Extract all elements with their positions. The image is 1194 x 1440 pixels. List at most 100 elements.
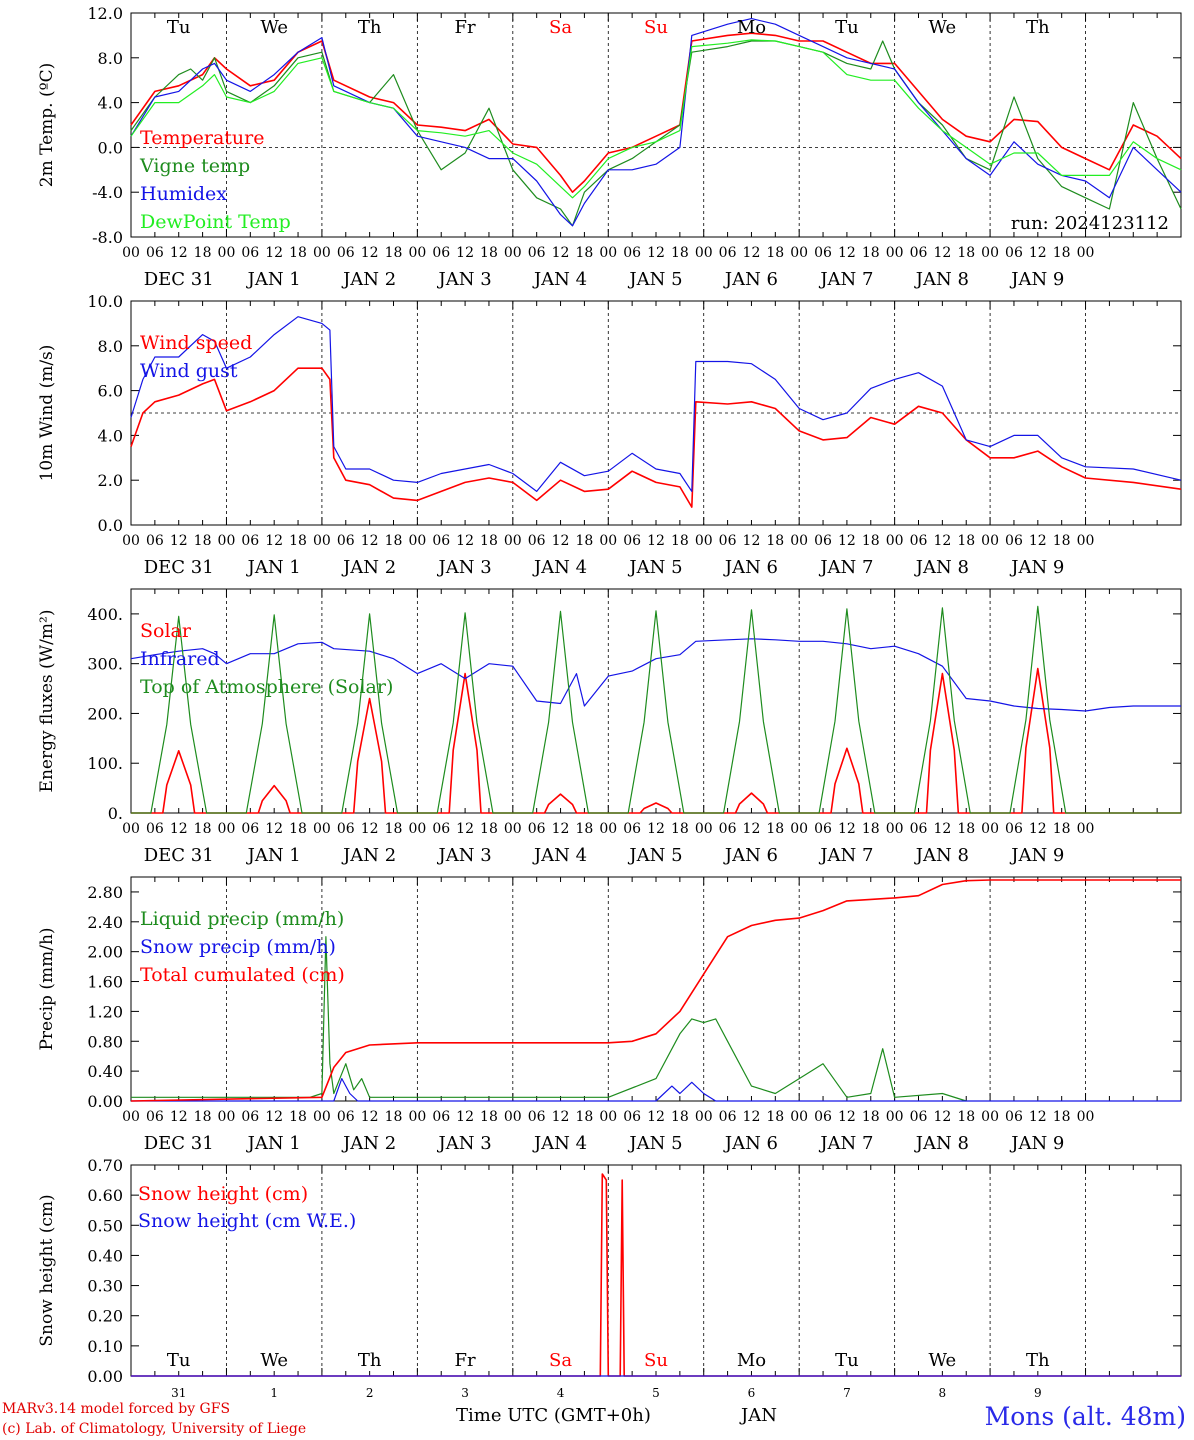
legend-liquid-precip-mm-h: Liquid precip (mm/h): [140, 908, 344, 930]
hour-tick-label: 00: [504, 533, 522, 549]
panel-2m-temperature: -8.0 -4.0 0.0 4.0 8.0 12.0 2m Temp. (ºC) Temper…: [37, 4, 1182, 290]
hour-tick-label: 18: [1053, 1109, 1071, 1125]
hour-tick-label: 00: [981, 245, 999, 261]
legend-dewpoint-temp: DewPoint Temp: [140, 211, 291, 233]
day-number-label: 9: [1034, 1386, 1042, 1400]
y-tick-label: 2.00: [87, 943, 123, 962]
y-axis-title: Energy fluxes (W/m²): [37, 610, 57, 793]
weekday-label: We: [260, 1350, 288, 1371]
date-label: JAN 4: [532, 557, 587, 578]
date-label: JAN 1: [246, 557, 301, 578]
date-label: DEC 31: [144, 269, 214, 290]
hour-tick-label: 06: [528, 245, 546, 261]
hour-tick-label: 18: [289, 821, 307, 837]
date-label: JAN 2: [341, 557, 396, 578]
hour-tick-label: 00: [504, 1109, 522, 1125]
date-label: JAN 6: [723, 557, 778, 578]
weekday-label: Su: [644, 1350, 668, 1371]
hour-tick-label: 06: [241, 245, 259, 261]
hour-tick-label: 12: [647, 1109, 665, 1125]
hour-tick-label: 06: [337, 821, 355, 837]
date-label: JAN 6: [723, 269, 778, 290]
date-label: JAN 6: [723, 1133, 778, 1154]
y-tick-label: 100.: [87, 754, 123, 773]
hour-tick-label: 06: [432, 245, 450, 261]
day-number-label: 4: [557, 1386, 565, 1400]
hour-tick-label: 06: [1005, 245, 1023, 261]
hour-tick-label: 18: [957, 245, 975, 261]
y-tick-label: 1.20: [87, 1002, 123, 1021]
hour-tick-label: 18: [385, 1109, 403, 1125]
hour-tick-label: 18: [575, 533, 593, 549]
hour-tick-label: 06: [910, 533, 928, 549]
hour-tick-label: 12: [170, 1109, 188, 1125]
y-tick-label: 0.80: [87, 1032, 123, 1051]
day-number-label: 7: [843, 1386, 851, 1400]
hour-tick-label: 18: [385, 245, 403, 261]
hour-tick-label: 00: [886, 533, 904, 549]
y-tick-label: 0.40: [87, 1062, 123, 1081]
legend-vigne-temp: Vigne temp: [139, 155, 250, 177]
panel-snow-height: 0.00 0.10 0.20 0.30 0.40 0.50 0.60 0.70 Snow hei…: [37, 1156, 1182, 1400]
hour-tick-label: 12: [170, 533, 188, 549]
hour-tick-label: 00: [313, 533, 331, 549]
date-label: JAN 5: [627, 269, 682, 290]
hour-tick-label: 12: [647, 533, 665, 549]
hour-tick-label: 12: [456, 245, 474, 261]
hour-tick-label: 12: [1029, 821, 1047, 837]
hour-tick-label: 12: [743, 245, 761, 261]
y-tick-label: 2.80: [87, 883, 123, 902]
plot-frame: [130, 12, 1182, 238]
hour-tick-label: 18: [862, 821, 880, 837]
hour-tick-label: 18: [862, 245, 880, 261]
y-tick-label: 1.60: [87, 973, 123, 992]
y-tick-label: 6.0: [98, 382, 123, 401]
hour-tick-label: 12: [1029, 245, 1047, 261]
series-line-top-of-atmosphere-solar: [131, 605, 1181, 814]
date-label: JAN 7: [818, 269, 873, 290]
hour-tick-label: 06: [146, 245, 164, 261]
y-tick-label: 300.: [87, 655, 123, 674]
weekday-label: Mo: [737, 17, 766, 38]
series-line-total-cumulated-cm: [130, 879, 1181, 1102]
hour-tick-label: 18: [671, 1109, 689, 1125]
hour-tick-label: 12: [933, 821, 951, 837]
hour-tick-label: 12: [456, 821, 474, 837]
weekday-label: Tu: [167, 17, 191, 38]
date-label: JAN 4: [532, 845, 587, 866]
legend-temperature: Temperature: [140, 127, 264, 149]
hour-tick-label: 12: [743, 821, 761, 837]
hour-tick-label: 12: [170, 245, 188, 261]
hour-tick-label: 18: [766, 533, 784, 549]
panel-10m-wind: 0.0 2.0 4.0 6.0 8.0 10.0 10m Wind (m/s) Wind sp…: [37, 292, 1182, 578]
y-tick-label: 0.10: [87, 1337, 123, 1356]
lab-credit: (c) Lab. of Climatology, University of L…: [2, 1421, 307, 1437]
hour-tick-label: 06: [910, 821, 928, 837]
hour-tick-label: 00: [599, 245, 617, 261]
date-label: DEC 31: [144, 557, 214, 578]
y-axis-title: Snow height (cm): [37, 1194, 57, 1346]
hour-tick-label: 06: [910, 1109, 928, 1125]
hour-tick-label: 18: [194, 245, 212, 261]
weekday-label: We: [260, 17, 288, 38]
legend-wind-gust: Wind gust: [140, 360, 238, 382]
date-label: JAN 4: [532, 1133, 587, 1154]
hour-tick-label: 12: [265, 821, 283, 837]
hour-tick-label: 00: [1077, 245, 1095, 261]
y-tick-label: 400.: [87, 605, 123, 624]
series-line-humidex: [130, 18, 1182, 227]
y-axis-title: 10m Wind (m/s): [37, 345, 57, 482]
hour-tick-label: 00: [122, 1109, 140, 1125]
weekday-label: Tu: [835, 1350, 859, 1371]
date-label: JAN 5: [627, 1133, 682, 1154]
date-label: JAN 9: [1009, 557, 1064, 578]
day-number-label: 1: [270, 1386, 278, 1400]
hour-tick-label: 00: [313, 245, 331, 261]
hour-tick-label: 18: [480, 821, 498, 837]
date-label: JAN 8: [914, 557, 969, 578]
hour-tick-label: 18: [194, 821, 212, 837]
hour-tick-label: 06: [241, 1109, 259, 1125]
hour-tick-label: 06: [528, 821, 546, 837]
y-tick-label: 2.0: [98, 471, 123, 490]
date-label: JAN 6: [723, 845, 778, 866]
